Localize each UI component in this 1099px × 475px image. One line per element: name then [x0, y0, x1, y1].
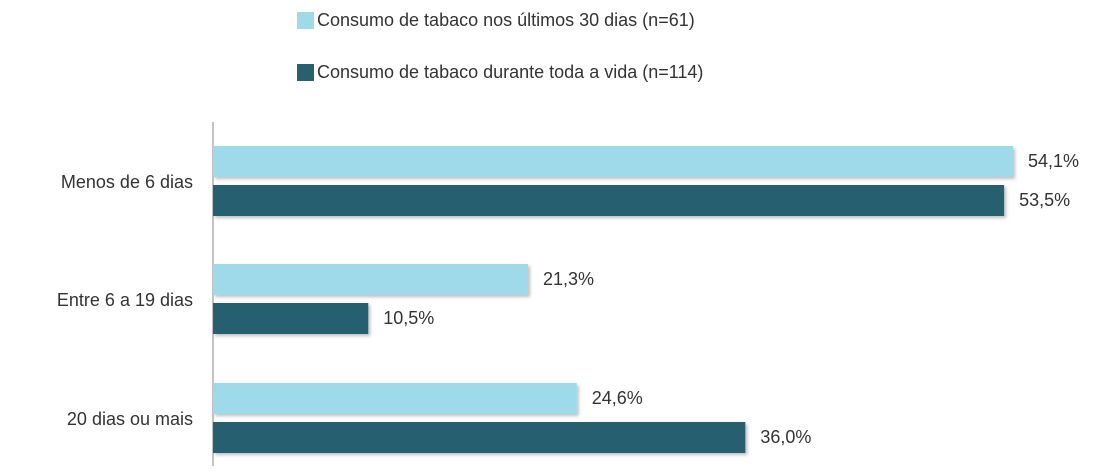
bar: [213, 422, 746, 453]
value-label: 24,6%: [592, 388, 643, 408]
value-label: 10,5%: [383, 308, 434, 328]
bar: [213, 146, 1013, 177]
y-tick-label: Entre 6 a 19 dias: [57, 290, 193, 310]
bar: [213, 264, 528, 295]
value-label: 21,3%: [543, 269, 594, 289]
legend-swatch: [297, 12, 314, 29]
value-label: 36,0%: [760, 427, 811, 447]
y-tick-label: 20 dias ou mais: [67, 409, 193, 429]
value-label: 53,5%: [1019, 190, 1070, 210]
legend-label: Consumo de tabaco nos últimos 30 dias (n…: [317, 10, 695, 30]
legend-label: Consumo de tabaco durante toda a vida (n…: [317, 62, 703, 82]
bar: [213, 185, 1005, 216]
bar: [213, 383, 577, 414]
value-label: 54,1%: [1028, 151, 1079, 171]
legend-swatch: [297, 64, 314, 81]
y-tick-label: Menos de 6 dias: [61, 172, 193, 192]
bar: [213, 303, 369, 334]
